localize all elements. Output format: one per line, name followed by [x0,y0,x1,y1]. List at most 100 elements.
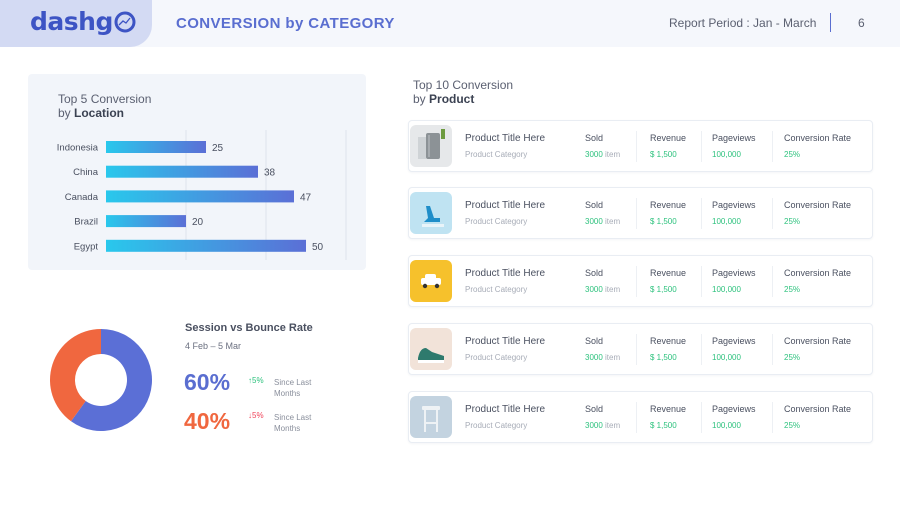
bar [106,215,186,228]
pageviews-value: 100,000 [712,217,741,226]
product-category: Product Category [465,285,528,294]
revenue-value: $ 1,500 [650,353,677,362]
report-period: Report Period : Jan - March [669,16,817,30]
product-row[interactable]: Product Title Here Product Category Sold 30… [408,187,873,239]
product-title: Product Title Here [465,404,546,415]
revenue-label: Revenue [650,133,687,143]
pageviews-value: 100,000 [712,150,741,159]
sold-value: 3000 item [585,150,620,159]
bar [106,165,258,178]
column-divider [701,334,702,365]
session-rate-value: 60% [184,369,231,395]
session-since-label: Since Last Months [274,378,312,398]
product-title-bold: Product [429,92,475,106]
logo-chart-o-icon [114,11,136,33]
pageviews-label: Pageviews [712,200,756,210]
header-bar: dashg CONVERSION by CATEGORY Report Peri… [0,0,900,47]
arrow-down-icon: ↓ [248,411,252,420]
conversion-rate-label: Conversion Rate [784,336,852,346]
bounce-since-label: Since Last Months [274,413,312,433]
column-divider [772,334,773,365]
session-date-range: 4 Feb – 5 Mar [185,341,242,351]
bar [106,141,206,153]
sold-label: Sold [585,268,604,278]
session-bounce-donut-chart [50,329,152,431]
location-card-title: Top 5 Conversion by Location [58,92,151,120]
pageviews-label: Pageviews [712,268,756,278]
column-divider [772,266,773,297]
pageviews-value: 100,000 [712,285,741,294]
sold-number: 3000 [585,150,603,159]
revenue-value: $ 1,500 [650,285,677,294]
sold-number: 3000 [585,353,603,362]
conversion-rate-value: 25% [784,353,801,362]
conversion-rate-value: 25% [784,217,801,226]
product-title: Product Title Here [465,336,546,347]
header-divider [830,13,831,32]
bounce-slice [50,329,101,422]
sold-label: Sold [585,133,604,143]
column-divider [772,402,773,433]
revenue-label: Revenue [650,404,687,414]
column-divider [701,402,702,433]
sold-label: Sold [585,404,604,414]
product-row[interactable]: Product Title Here Product Category Sold 30… [408,120,873,172]
bar-stool-image [410,396,452,438]
revenue-value: $ 1,500 [650,150,677,159]
column-divider [701,198,702,229]
pageviews-value: 100,000 [712,353,741,362]
product-row[interactable]: Product Title Here Product Category Sold 30… [408,323,873,375]
session-change: ↑5% [248,376,264,385]
product-category: Product Category [465,353,528,362]
conversion-rate-label: Conversion Rate [784,268,852,278]
bar-value-label: 38 [264,168,276,179]
logo-panel: dashg [0,0,152,47]
product-category: Product Category [465,217,528,226]
sold-number: 3000 [585,285,603,294]
conversion-rate-value: 25% [784,150,801,159]
category-label: Canada [65,192,99,203]
column-divider [636,334,637,365]
category-label: Brazil [74,217,98,228]
bounce-change: ↓5% [248,411,264,420]
logo-text: dashg [30,7,113,36]
page-number: 6 [858,16,865,30]
product-section-title: Top 10 Conversion by Product [413,78,513,106]
bar [106,190,294,203]
column-divider [636,131,637,162]
sold-unit: item [602,150,621,159]
sold-unit: item [602,421,621,430]
conversion-rate-value: 25% [784,285,801,294]
revenue-value: $ 1,500 [650,217,677,226]
product-title: Product Title Here [465,268,546,279]
sold-unit: item [602,285,621,294]
product-title-line1: Top 10 Conversion [413,78,514,92]
bounce-change-value: 5% [252,411,264,420]
bar-value-label: 25 [212,143,224,154]
bar [106,239,306,252]
column-divider [772,198,773,229]
bounce-rate-value: 40% [184,408,231,434]
toy-car-image [410,260,452,302]
product-row[interactable]: Product Title Here Product Category Sold 30… [408,391,873,443]
product-category: Product Category [465,150,528,159]
conversion-rate-value: 25% [784,421,801,430]
location-title-prefix: by [58,106,75,120]
sold-number: 3000 [585,217,603,226]
sold-number: 3000 [585,421,603,430]
location-title-bold: Location [74,106,125,120]
sold-value: 3000 item [585,353,620,362]
pageviews-value: 100,000 [712,421,741,430]
revenue-label: Revenue [650,336,687,346]
bar-value-label: 50 [312,242,324,253]
product-title: Product Title Here [465,133,546,144]
sold-unit: item [602,217,621,226]
revenue-label: Revenue [650,200,687,210]
column-divider [701,131,702,162]
bar-value-label: 20 [192,217,204,228]
pageviews-label: Pageviews [712,336,756,346]
conversion-rate-label: Conversion Rate [784,404,852,414]
product-row[interactable]: Product Title Here Product Category Sold 30… [408,255,873,307]
logo[interactable]: dashg [30,7,136,36]
location-title-line1: Top 5 Conversion [58,92,152,106]
